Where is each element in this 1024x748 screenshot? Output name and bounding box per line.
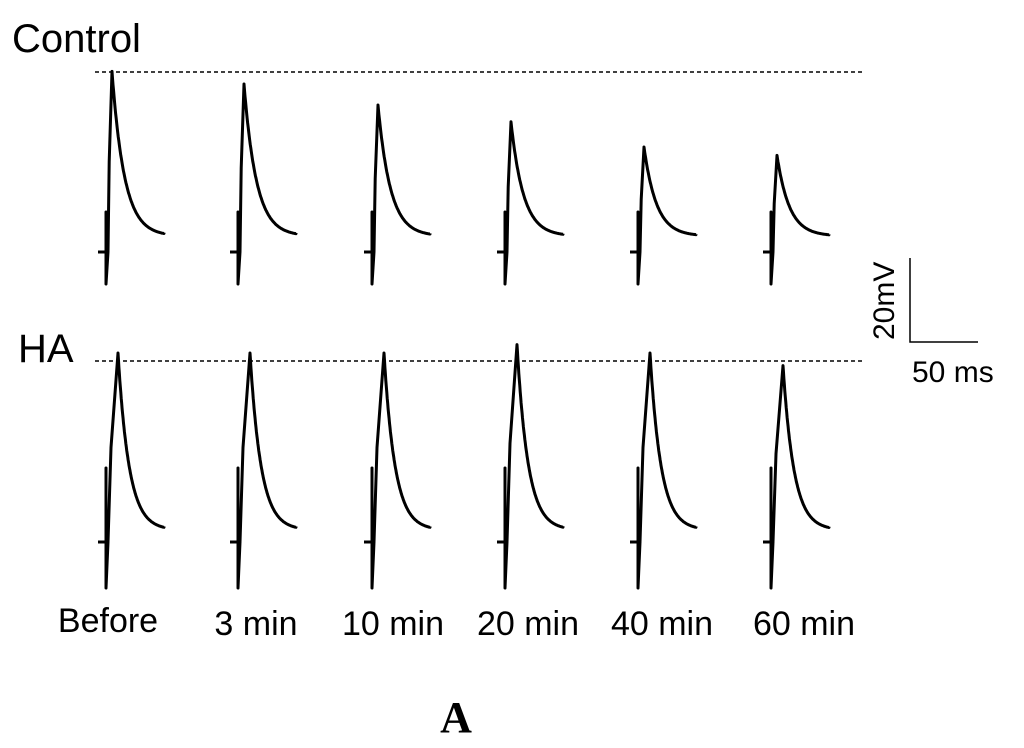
scale-bar: 20mV 50 ms [868, 258, 994, 389]
timepoint-label: 20 min [477, 605, 579, 643]
trace-group [98, 69, 831, 590]
ha-trace-1 [98, 351, 166, 590]
ha-trace-5 [630, 351, 698, 590]
ha-trace-3 [364, 351, 432, 590]
timepoint-label: 40 min [611, 605, 713, 643]
scale-bar-voltage-label: 20mV [868, 262, 901, 340]
panel-label: A [440, 693, 472, 742]
timepoint-label: 60 min [753, 605, 855, 643]
control-trace-2 [230, 82, 298, 286]
scale-bar-lines [909, 258, 978, 343]
scale-bar-time-label: 50 ms [912, 356, 994, 389]
timepoint-labels: Before 3 min 10 min 20 min 40 min 60 min [58, 602, 855, 643]
timepoint-label: Before [58, 602, 158, 640]
control-trace-1 [98, 69, 166, 286]
ha-trace-6 [763, 364, 831, 590]
timepoint-label: 3 min [214, 605, 297, 643]
ha-trace-2 [230, 351, 298, 590]
ha-trace-4 [497, 343, 565, 590]
row-label-control: Control [12, 17, 141, 61]
timepoint-label: 10 min [342, 605, 444, 643]
control-trace-3 [364, 103, 432, 286]
control-trace-5 [630, 145, 698, 286]
row-label-ha: HA [18, 327, 74, 371]
control-trace-4 [497, 120, 565, 286]
control-trace-6 [763, 153, 831, 286]
